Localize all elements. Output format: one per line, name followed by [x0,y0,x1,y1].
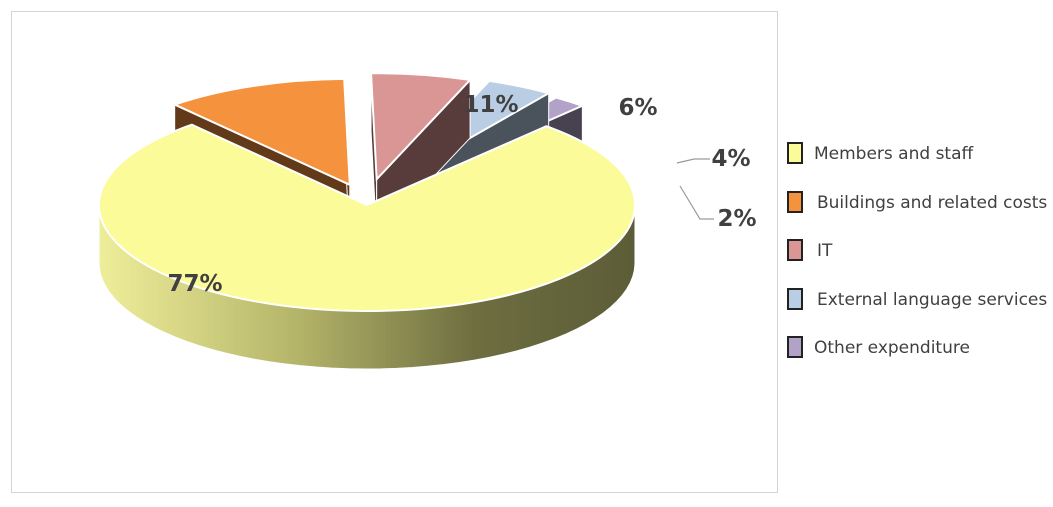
legend-label: External language services [817,289,1048,310]
leader-line-external-language [676,158,710,164]
slice-label-external-language: 4% [711,146,750,172]
legend-item-external-language: External language services [787,284,1049,333]
leader-line-other-expenditure [679,185,714,220]
legend-label: Other expenditure [814,338,970,358]
legend-item-it: IT [787,235,1049,284]
legend-label: Buildings and related costs [817,192,1048,213]
slice-label-it: 6% [618,95,657,121]
legend-swatch [787,190,803,213]
slice-label-members-and-staff: 77% [167,271,222,297]
slice-top [171,77,351,187]
legend-item-members-and-staff: Members and staff [787,138,1049,187]
slice-top [98,123,636,312]
legend-item-other-expenditure: Other expenditure [787,332,1049,381]
legend-swatch [787,142,803,164]
legend-swatch [787,239,803,261]
legend-label: IT [817,241,833,261]
legend-item-buildings: Buildings and related costs [787,187,1049,236]
slice-label-buildings: 11% [463,92,518,118]
legend-swatch [787,336,803,358]
pie-slice-members-and-staff [98,123,636,370]
legend-swatch [787,287,803,310]
slice-top [370,72,473,182]
slice-label-other-expenditure: 2% [717,206,756,232]
legend: Members and staff Buildings and related … [787,138,1049,381]
legend-label: Members and staff [814,144,974,164]
